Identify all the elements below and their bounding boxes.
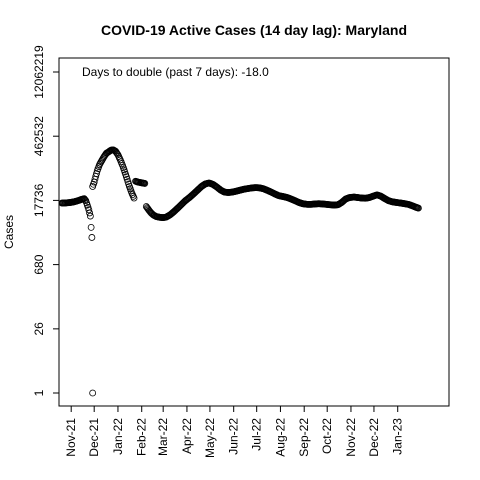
data-point — [88, 234, 96, 241]
y-tick-label: 17736 — [32, 183, 46, 217]
x-tick-label: Jan-22 — [111, 418, 125, 455]
x-tick-label: Apr-22 — [180, 418, 194, 454]
data-point — [89, 389, 97, 397]
x-tick-label: Nov-22 — [344, 418, 358, 457]
annotation: Days to double (past 7 days): -18.0 — [82, 65, 269, 79]
data-point — [87, 224, 95, 231]
y-tick-label: 12062219 — [32, 45, 46, 99]
data-point — [86, 212, 94, 220]
data-point — [85, 206, 93, 214]
plot-frame — [58, 57, 450, 407]
x-tick-label: Jun-22 — [227, 418, 241, 455]
y-tick-label: 680 — [32, 254, 46, 274]
x-tick-label: Aug-22 — [273, 418, 287, 457]
data-point — [80, 195, 88, 203]
data-point — [130, 194, 138, 202]
x-tick-label: Jan-23 — [391, 418, 405, 455]
data-point — [93, 170, 100, 177]
x-tick-label: Nov-21 — [64, 418, 78, 457]
x-axis: Nov-21 Dec-21 Jan-22 Feb-22 Mar-22 Apr-22 May-… — [64, 406, 405, 458]
x-tick-label: Sep-22 — [297, 418, 311, 457]
data-point — [86, 209, 93, 217]
data-points — [58, 146, 422, 397]
y-tick-label: 26 — [32, 322, 46, 336]
data-point — [141, 180, 149, 187]
chart-title: COVID-19 Active Cases (14 day lag): Mary… — [101, 22, 407, 38]
y-axis: 1 26 680 17736 462532 12062219 — [32, 45, 59, 396]
x-tick-label: Jul-22 — [250, 418, 264, 451]
y-tick-label: 462532 — [32, 116, 46, 156]
y-tick-label: 1 — [32, 389, 46, 396]
x-tick-label: Feb-22 — [135, 418, 149, 456]
x-tick-label: Mar-22 — [156, 418, 170, 456]
x-tick-label: Dec-22 — [367, 418, 381, 457]
y-axis-label: Cases — [2, 215, 16, 249]
x-tick-label: Oct-22 — [320, 418, 334, 454]
data-point — [415, 204, 422, 212]
x-tick-label: May-22 — [203, 418, 217, 458]
x-tick-label: Dec-21 — [87, 418, 101, 457]
